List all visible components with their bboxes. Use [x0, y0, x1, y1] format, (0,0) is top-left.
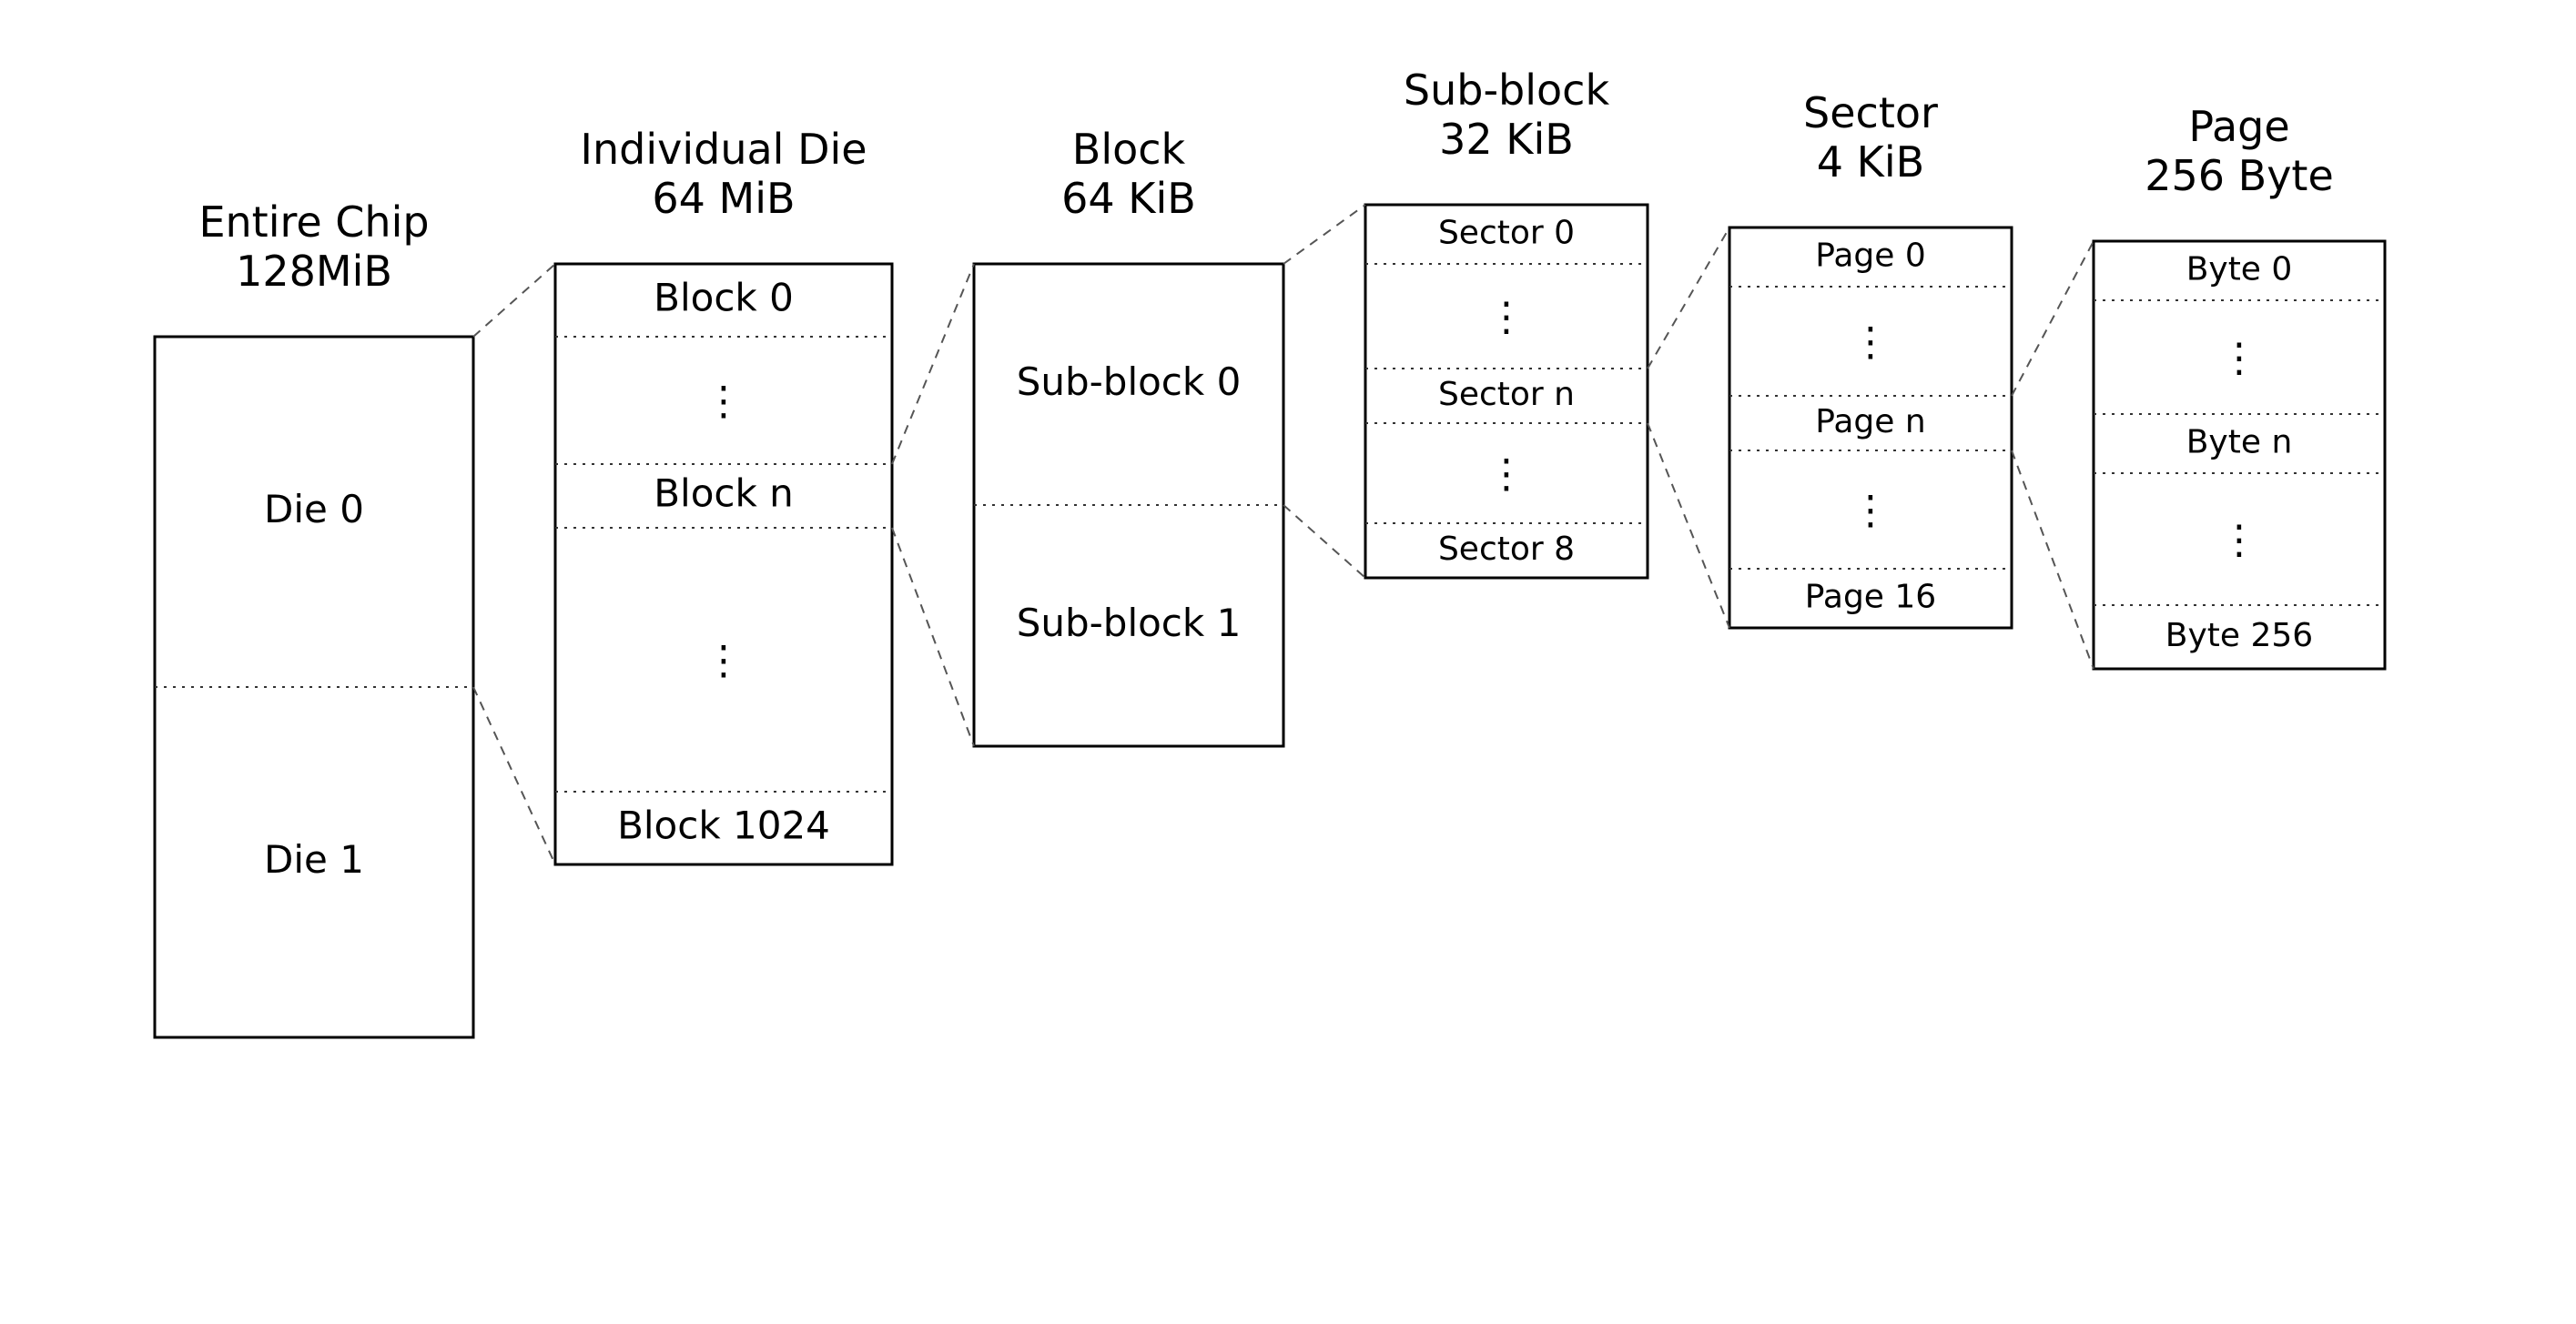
cell-subblock-0-label: Sector 0	[1438, 215, 1575, 252]
title-page-line2: 256 Byte	[2145, 151, 2334, 200]
vdots-subblock-3: ⋮	[1486, 450, 1526, 497]
vdots-page-1: ⋮	[2219, 335, 2259, 381]
title-die-line1: Individual Die	[580, 125, 867, 174]
title-chip-line1: Entire Chip	[198, 197, 429, 247]
vdots-subblock-1: ⋮	[1486, 294, 1526, 340]
vdots-die-1: ⋮	[704, 378, 744, 424]
vdots-die-3: ⋮	[704, 637, 744, 683]
cell-sector-4-label: Page 16	[1805, 579, 1936, 616]
cell-chip-1-label: Die 1	[264, 837, 364, 882]
title-page-line1: Page	[2188, 102, 2289, 151]
title-block-line2: 64 KiB	[1061, 174, 1196, 223]
title-subblock-line2: 32 KiB	[1439, 115, 1574, 164]
cell-block-1-label: Sub-block 1	[1017, 601, 1242, 645]
cell-die-2-label: Block n	[654, 471, 794, 516]
vdots-sector-1: ⋮	[1851, 318, 1891, 365]
cell-subblock-4-label: Sector 8	[1438, 531, 1575, 568]
cell-page-2-label: Byte n	[2186, 424, 2293, 461]
cell-page-0-label: Byte 0	[2186, 251, 2293, 288]
vdots-page-3: ⋮	[2219, 517, 2259, 563]
cell-page-4-label: Byte 256	[2165, 617, 2313, 654]
title-die-line2: 64 MiB	[652, 174, 795, 223]
title-subblock-line1: Sub-block	[1404, 66, 1610, 115]
title-block-line1: Block	[1072, 125, 1186, 174]
title-sector-line1: Sector	[1803, 88, 1938, 137]
cell-block-0-label: Sub-block 0	[1017, 359, 1242, 404]
title-sector-line2: 4 KiB	[1817, 137, 1924, 187]
cell-subblock-2-label: Sector n	[1438, 376, 1575, 413]
cell-sector-0-label: Page 0	[1815, 238, 1926, 275]
title-chip-line2: 128MiB	[236, 247, 392, 296]
cell-die-0-label: Block 0	[654, 276, 794, 320]
cell-sector-2-label: Page n	[1815, 403, 1925, 440]
cell-chip-0-label: Die 0	[264, 487, 364, 531]
vdots-sector-3: ⋮	[1851, 487, 1891, 533]
cell-die-4-label: Block 1024	[617, 803, 830, 848]
box-die	[555, 264, 892, 864]
memory-hierarchy-diagram: Entire Chip128MiB Die 0 Die 1 Individual Di…	[0, 0, 2576, 1324]
